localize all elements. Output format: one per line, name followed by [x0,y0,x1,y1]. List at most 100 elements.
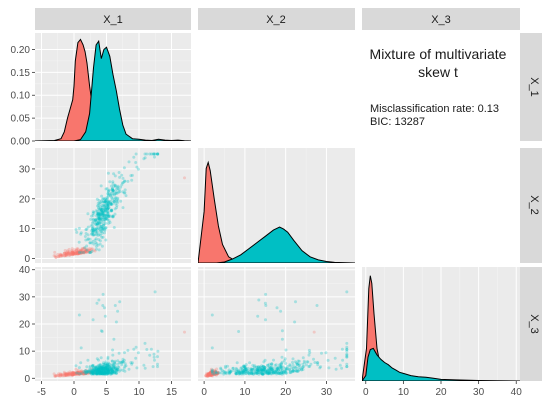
point-teal [100,370,104,374]
point-teal [98,372,102,376]
point-teal [102,371,106,375]
point-teal [94,365,98,369]
point-red [209,372,213,376]
point-teal [100,207,104,211]
point-red [213,368,217,372]
point-red [77,251,81,255]
point-red [87,371,91,375]
point-teal [243,364,247,368]
point-teal [104,371,108,375]
point-teal [100,372,104,376]
point-red [71,252,75,256]
point-teal [238,371,242,375]
point-red [215,372,219,376]
point-teal [109,208,113,212]
point-red [69,252,73,256]
point-teal [100,224,104,228]
point-teal [104,197,107,201]
point-teal [101,370,105,374]
point-red [210,372,214,376]
point-teal [281,365,285,369]
point-teal [102,203,106,207]
point-red [76,372,80,376]
point-teal [102,200,105,204]
point-red [209,370,213,374]
point-red [76,250,80,254]
point-red [82,251,86,255]
point-teal [92,233,96,237]
point-red [56,373,60,377]
point-red [216,370,220,374]
point-teal [115,191,119,195]
point-teal [279,365,283,369]
point-teal [265,369,268,373]
point-red [206,374,210,378]
point-teal [98,369,102,373]
point-teal [102,209,106,213]
point-teal [106,203,109,207]
point-teal [102,219,106,223]
point-red [79,370,83,374]
point-teal [290,366,294,370]
y-tick-label-density: 0.05 [11,114,31,125]
point-teal [111,214,115,218]
point-teal [105,366,109,369]
point-red [68,253,72,257]
point-teal [99,366,102,370]
point-teal [242,370,245,374]
point-teal [108,221,112,224]
point-teal [283,366,287,370]
point-teal [115,367,119,371]
point-teal [288,369,292,373]
point-teal [280,371,284,375]
point-teal [116,198,120,202]
point-teal [95,371,99,375]
point-teal [273,363,277,367]
point-teal [143,152,147,156]
point-teal [105,200,109,204]
point-red [76,250,80,254]
point-teal [103,367,107,371]
point-teal [102,197,105,201]
point-teal [109,366,113,370]
point-teal [120,360,124,364]
point-teal [132,347,136,351]
point-teal [121,181,125,184]
point-teal [97,365,101,369]
panel-marks [52,152,186,259]
point-teal [294,361,298,365]
y-tick-label-x3: 40 [19,265,31,276]
point-teal [281,370,285,374]
point-red [67,251,71,255]
point-teal [116,367,120,371]
point-red [66,250,70,254]
point-red [80,251,84,255]
point-teal [219,371,223,375]
point-teal [243,368,247,372]
point-teal [260,369,264,373]
point-teal [104,187,108,191]
point-teal [101,212,105,216]
point-teal [93,218,97,222]
point-red [67,247,71,251]
point-red [72,371,76,375]
point-red [66,373,70,377]
point-red [211,371,215,375]
point-red [70,251,74,255]
point-red [72,252,76,255]
point-teal [296,362,300,366]
point-teal [100,330,104,333]
point-teal [239,369,243,373]
point-teal [102,213,106,217]
x-tick-label-X_3: 30 [473,387,485,398]
point-teal [91,233,95,237]
point-teal [101,364,105,368]
point-red [72,372,76,376]
point-red [80,250,84,253]
point-teal [111,180,115,184]
point-teal [145,152,149,156]
point-teal [114,190,118,194]
point-teal [243,366,247,370]
point-red [85,371,89,374]
point-teal [261,368,265,372]
